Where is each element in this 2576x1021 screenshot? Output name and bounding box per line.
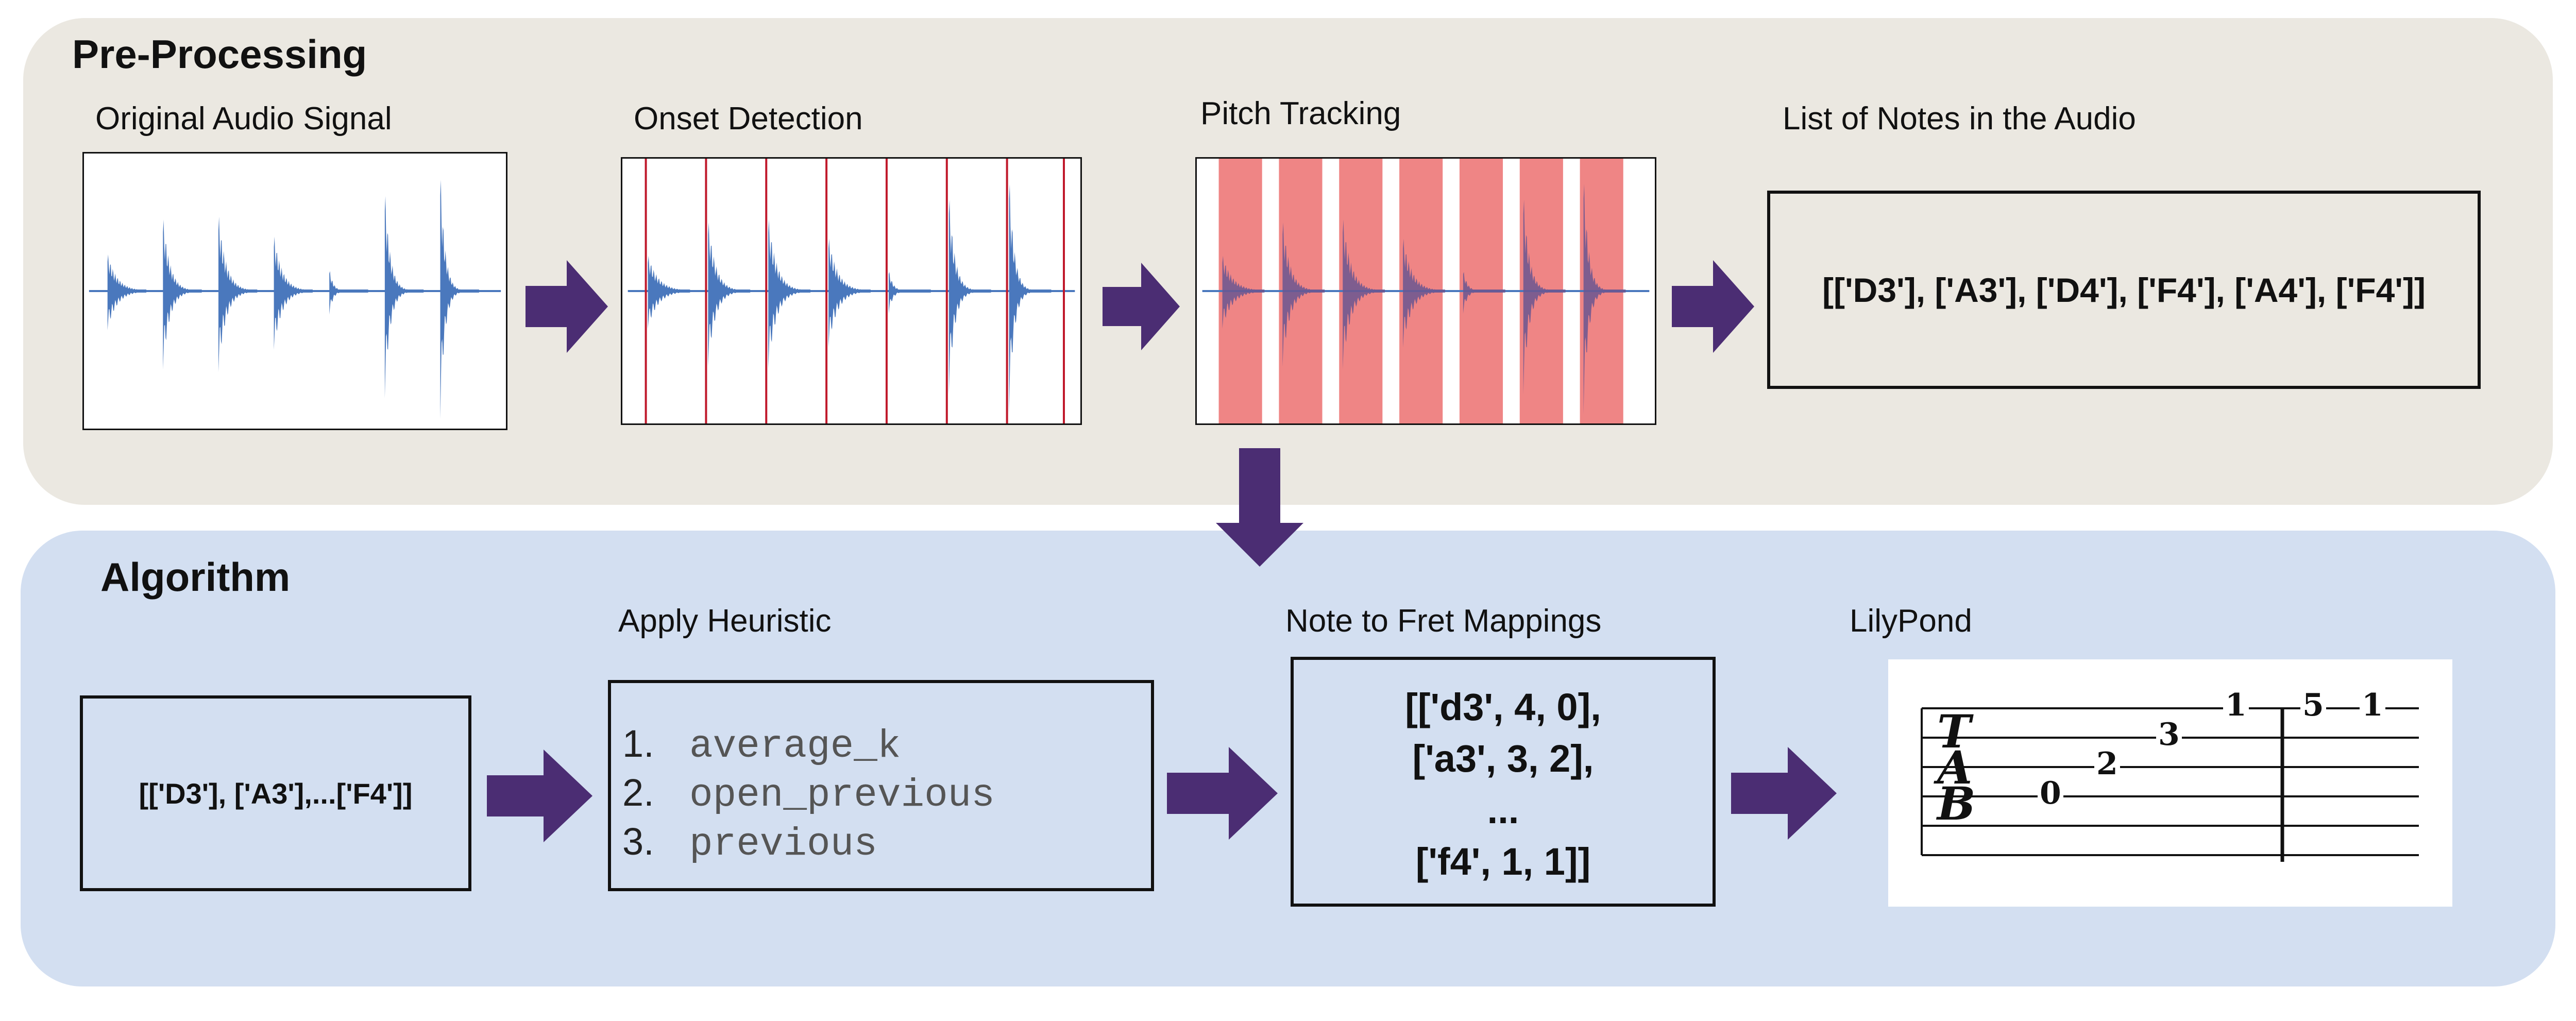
list-of-notes-label: List of Notes in the Audio bbox=[1783, 101, 2136, 137]
onset-waveform-plot bbox=[628, 159, 1075, 423]
waveform-burst bbox=[1282, 222, 1325, 367]
waveform-burst bbox=[274, 236, 313, 350]
arrow-right-icon bbox=[487, 750, 592, 842]
waveform-burst bbox=[329, 271, 368, 315]
tab-fret-number: 0 bbox=[2038, 775, 2063, 811]
waveform-burst bbox=[888, 271, 931, 314]
original-audio-label: Original Audio Signal bbox=[95, 101, 392, 137]
heuristic-item-number: 3. bbox=[622, 820, 654, 863]
pitch-tracking-label: Pitch Tracking bbox=[1200, 96, 1401, 131]
fret-mapping-line: ... bbox=[1487, 789, 1519, 831]
waveform-burst bbox=[440, 180, 479, 419]
lilypond-label: LilyPond bbox=[1850, 603, 1972, 639]
waveform-burst bbox=[384, 196, 424, 398]
tab-fret-number: 2 bbox=[2094, 746, 2120, 782]
pitch-waveform-plot bbox=[1202, 159, 1650, 423]
heuristic-item-text: previous bbox=[689, 822, 877, 866]
fret-mapping-line: ['f4', 1, 1]] bbox=[1415, 840, 1591, 883]
waveform-burst bbox=[107, 254, 147, 331]
waveform-burst bbox=[163, 219, 202, 370]
original-audio-waveform bbox=[82, 152, 507, 430]
waveform-burst bbox=[1403, 239, 1445, 348]
algorithm-title: Algorithm bbox=[100, 554, 291, 600]
heuristic-item: 3. previous bbox=[622, 817, 1151, 866]
tab-fret-number: 1 bbox=[2360, 687, 2385, 723]
heuristic-item: 1. average_k bbox=[622, 719, 1151, 769]
waveform-burst bbox=[1222, 256, 1265, 329]
heuristic-item-text: average_k bbox=[689, 724, 901, 769]
notes-list-text: [['D3'], ['A3'], ['D4'], ['F4'], ['A4'],… bbox=[1822, 270, 2426, 309]
tab-clef-letter: B bbox=[1937, 777, 1976, 830]
tab-fret-number: 5 bbox=[2300, 687, 2326, 723]
heuristic-item-text: open_previous bbox=[689, 773, 995, 818]
waveform-burst bbox=[948, 199, 991, 395]
apply-heuristic-label: Apply Heuristic bbox=[618, 603, 832, 639]
heuristic-item-number: 2. bbox=[622, 771, 654, 814]
input-notes-box: [['D3'], ['A3'],...['F4']] bbox=[80, 695, 471, 891]
tab-fret-number: 3 bbox=[2156, 717, 2182, 753]
waveform-burst bbox=[1343, 219, 1385, 369]
tab-fret-number: 1 bbox=[2223, 687, 2249, 723]
lilypond-tablature: T A B 0 2 3 1 5 1 bbox=[1888, 659, 2452, 907]
arrow-right-icon bbox=[1731, 747, 1837, 840]
preprocessing-title: Pre-Processing bbox=[72, 31, 367, 77]
heuristic-item-number: 1. bbox=[622, 722, 654, 765]
fret-mapping-line: [['d3', 4, 0], bbox=[1405, 686, 1601, 728]
tab-staff bbox=[1921, 707, 2419, 862]
fret-mapping-line: ['a3', 3, 2], bbox=[1412, 737, 1594, 780]
arrow-right-icon bbox=[1167, 747, 1278, 840]
waveform-plot bbox=[89, 180, 501, 419]
onset-detection-label: Onset Detection bbox=[634, 101, 863, 137]
waveform-burst bbox=[648, 256, 690, 329]
pitch-tracking-waveform bbox=[1195, 157, 1656, 425]
tab-clef: T A B bbox=[1937, 705, 1976, 830]
arrow-right-icon bbox=[1672, 260, 1754, 353]
waveform-burst bbox=[828, 239, 871, 348]
waveform-burst bbox=[768, 219, 811, 369]
tab-clef-letter: A bbox=[1937, 741, 1973, 794]
arrow-right-icon bbox=[1103, 263, 1180, 350]
fret-mappings-label: Note to Fret Mappings bbox=[1285, 603, 1602, 639]
waveform-burst bbox=[1523, 199, 1566, 395]
onset-detection-waveform bbox=[621, 157, 1082, 425]
arrow-right-icon bbox=[526, 260, 608, 353]
fret-mappings-box: [['d3', 4, 0], ['a3', 3, 2], ... ['f4', … bbox=[1291, 657, 1716, 907]
heuristic-item: 2. open_previous bbox=[622, 768, 1151, 818]
arrow-down-icon bbox=[1216, 448, 1303, 567]
notes-list-box: [['D3'], ['A3'], ['D4'], ['F4'], ['A4'],… bbox=[1767, 191, 2481, 389]
waveform-burst bbox=[1583, 184, 1626, 415]
input-notes-text: [['D3'], ['A3'],...['F4']] bbox=[139, 777, 413, 810]
waveform-burst bbox=[708, 222, 751, 367]
waveform-burst bbox=[218, 216, 258, 372]
waveform-burst bbox=[1009, 184, 1052, 415]
tab-clef-letter: T bbox=[1937, 705, 1971, 758]
heuristic-box: 1. average_k 2. open_previous 3. previous bbox=[608, 680, 1154, 891]
